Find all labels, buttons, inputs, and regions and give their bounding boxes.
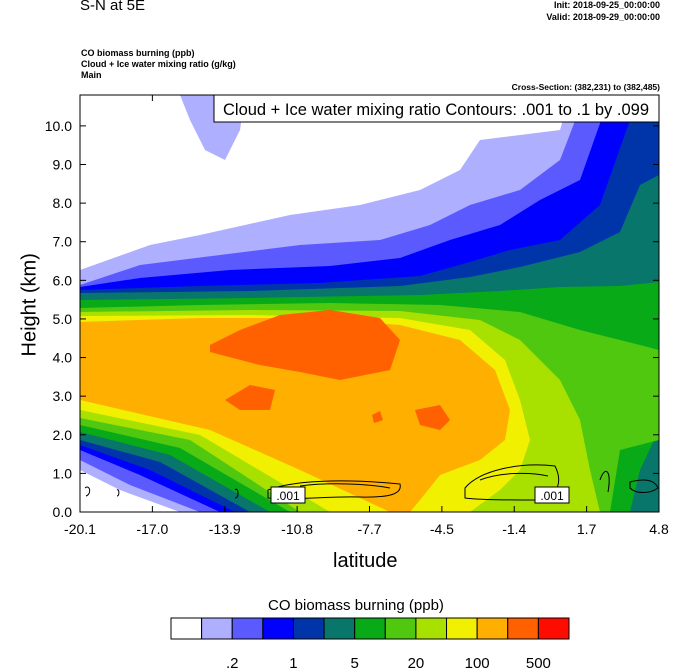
contour-fill-level-11 bbox=[210, 310, 400, 380]
colorbar-swatch bbox=[201, 617, 233, 640]
cloud-contour-line bbox=[116, 489, 120, 497]
contour-fill-level-11 bbox=[415, 405, 450, 430]
y-tick-label: 6.0 bbox=[53, 272, 73, 288]
y-tick-label: 0.0 bbox=[53, 504, 73, 520]
x-tick-label: -4.5 bbox=[430, 521, 454, 537]
colorbar-swatch bbox=[537, 617, 570, 640]
colorbar-label: 5 bbox=[351, 655, 359, 668]
cloud-contour-line bbox=[599, 470, 610, 493]
contour-fill-level-11 bbox=[225, 385, 275, 410]
y-tick-label: 2.0 bbox=[53, 427, 73, 443]
contour-label: .001 bbox=[540, 489, 564, 503]
colorbar-swatch bbox=[231, 617, 264, 640]
cloud-contour-line bbox=[267, 480, 401, 500]
contour-fill-level-11 bbox=[372, 411, 383, 423]
main-title: S-N at 5E bbox=[80, 0, 146, 14]
y-tick-label: 8.0 bbox=[53, 195, 73, 211]
y-tick-label: 7.0 bbox=[53, 234, 73, 250]
colorbar-swatch bbox=[170, 617, 203, 640]
contour-label: .001 bbox=[276, 489, 300, 503]
x-tick-label: -1.4 bbox=[502, 521, 526, 537]
x-tick-label: -17.0 bbox=[136, 521, 168, 537]
cross-section-label: Cross-Section: (382,231) to (382,485) bbox=[511, 82, 660, 92]
filled-contours bbox=[80, 95, 659, 512]
x-tick-label: 1.7 bbox=[577, 521, 597, 537]
colorbar-swatch bbox=[323, 617, 356, 640]
y-tick-label: 5.0 bbox=[53, 311, 73, 327]
colorbar-swatch bbox=[507, 617, 539, 640]
contour-label-box bbox=[270, 486, 306, 504]
field-label-co: CO biomass burning (ppb) bbox=[81, 48, 195, 58]
cloud-contour-line bbox=[299, 483, 391, 489]
valid-time: Valid: 2018-09-29_00:00:00 bbox=[546, 12, 660, 22]
colorbar-label: 100 bbox=[465, 655, 490, 668]
x-tick-label: -10.8 bbox=[281, 521, 313, 537]
colorbar-label: 1 bbox=[289, 655, 297, 668]
y-tick-label: 4.0 bbox=[53, 350, 73, 366]
cloud-contour-line bbox=[629, 479, 659, 493]
cloud-contour-lines bbox=[84, 464, 659, 501]
colorbar-swatch bbox=[262, 617, 294, 640]
y-tick-label: 3.0 bbox=[53, 388, 73, 404]
init-time: Init: 2018-09-25_00:00:00 bbox=[553, 0, 660, 10]
field-label-main: Main bbox=[81, 70, 102, 80]
y-tick-label: 10.0 bbox=[45, 118, 72, 134]
cloud-contour-line bbox=[479, 472, 549, 481]
colorbar-swatch bbox=[476, 617, 509, 640]
y-axis-label: Height (km) bbox=[18, 253, 41, 357]
x-tick-label: 4.8 bbox=[649, 521, 669, 537]
x-tick-label: -7.7 bbox=[357, 521, 381, 537]
x-tick-label: -13.9 bbox=[209, 521, 241, 537]
colorbar-label: 20 bbox=[408, 655, 425, 668]
x-axis-label: latitude bbox=[333, 550, 398, 572]
colorbar-swatch bbox=[292, 617, 325, 640]
chart-title: Cloud + Ice water mixing ratio Contours:… bbox=[223, 101, 649, 119]
cloud-contour-line bbox=[234, 488, 239, 499]
contour-fill-level-10 bbox=[80, 318, 510, 512]
colorbar-title: CO biomass burning (ppb) bbox=[268, 597, 444, 614]
field-label-cloud: Cloud + Ice water mixing ratio (g/kg) bbox=[81, 59, 236, 69]
y-tick-label: 9.0 bbox=[53, 157, 73, 173]
colorbar-label: 500 bbox=[526, 655, 551, 668]
colorbar-swatch bbox=[446, 617, 478, 640]
cloud-contour-line bbox=[464, 464, 560, 501]
y-tick-label: 1.0 bbox=[53, 465, 73, 481]
colorbar-swatch bbox=[384, 617, 417, 640]
colorbar-label: .2 bbox=[226, 655, 239, 668]
x-tick-label: -20.1 bbox=[64, 521, 96, 537]
colorbar-swatch bbox=[354, 617, 386, 640]
colorbar-swatch bbox=[415, 617, 448, 640]
cloud-contour-line bbox=[84, 486, 91, 497]
title-box bbox=[213, 94, 660, 123]
colorbar bbox=[170, 617, 570, 640]
contour-label-box bbox=[534, 486, 570, 504]
